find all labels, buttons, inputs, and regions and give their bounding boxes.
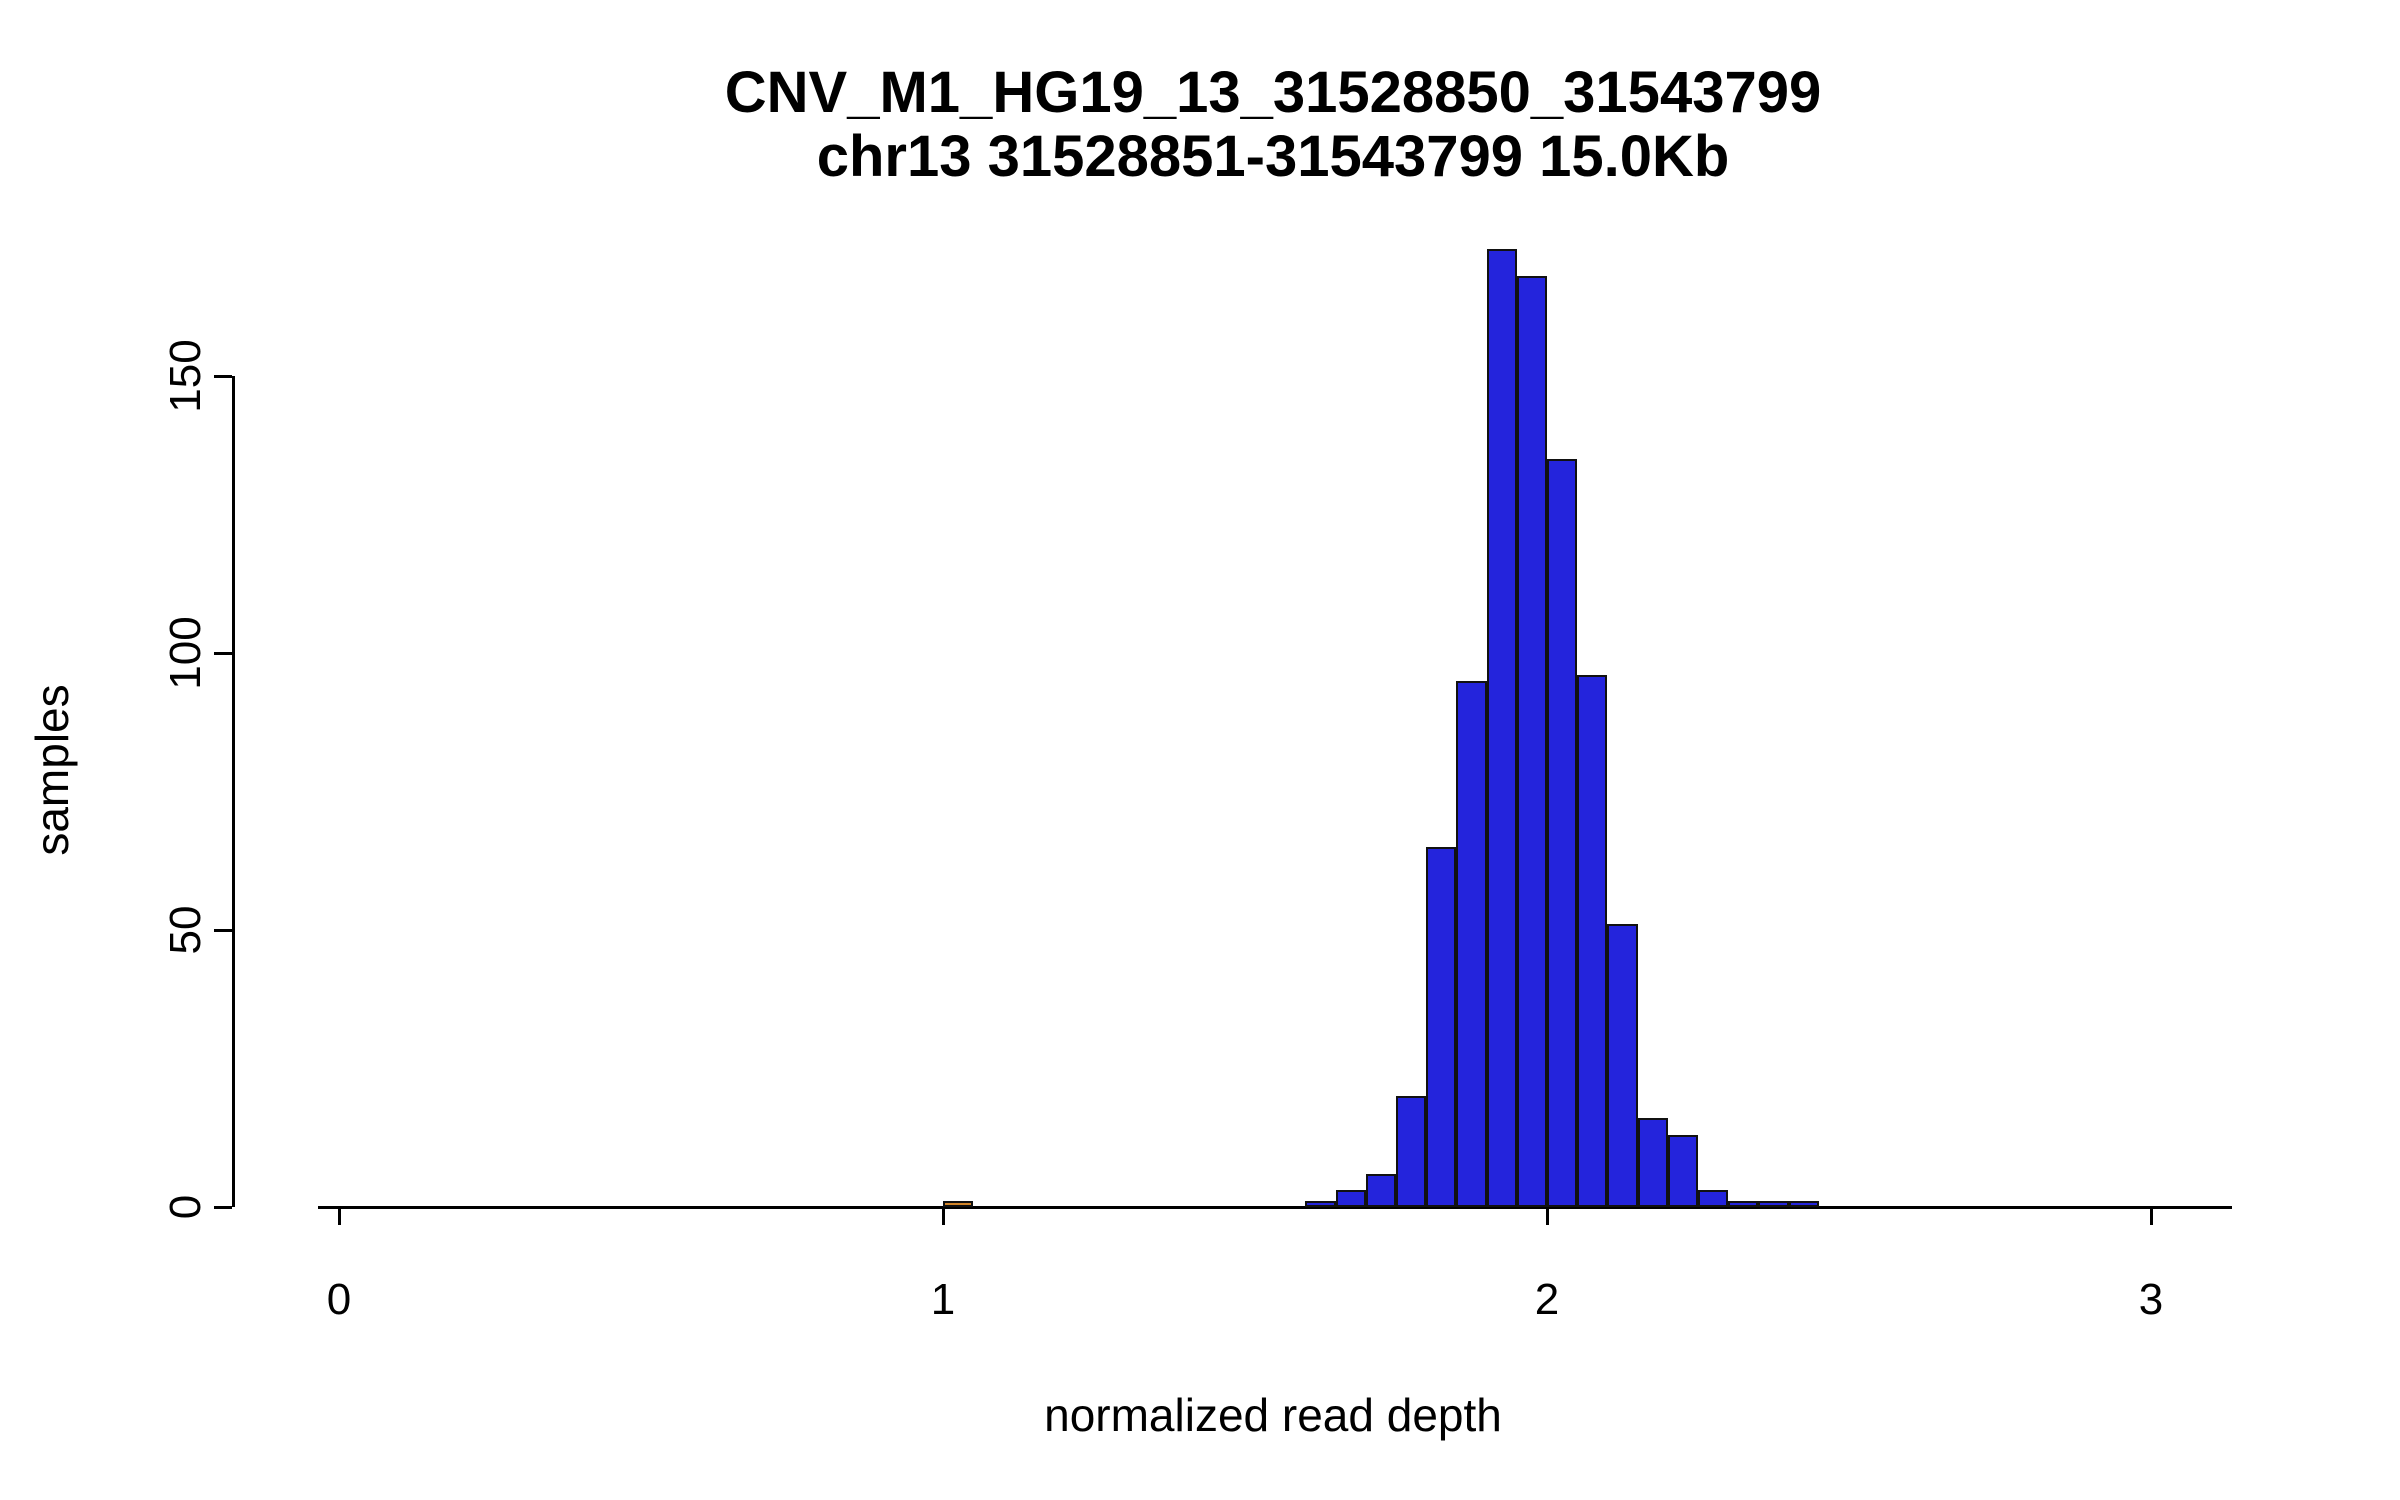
histogram-bar	[1516, 276, 1547, 1207]
x-tick-label: 3	[2138, 1275, 2164, 1324]
x-tick-label: 0	[326, 1275, 352, 1324]
histogram-bar	[1637, 1118, 1668, 1207]
histogram-bar	[1426, 846, 1457, 1207]
x-tick-label: 1	[930, 1275, 956, 1324]
histogram-bar	[1577, 675, 1608, 1207]
histogram-bar	[1305, 1201, 1336, 1207]
x-axis-label: normalized read depth	[1044, 1389, 1502, 1441]
x-axis-line	[318, 1206, 2232, 1209]
histogram-bar	[1758, 1201, 1789, 1207]
y-tick-label: 150	[161, 339, 210, 413]
y-tick-mark	[214, 374, 232, 378]
x-tick-mark	[1545, 1207, 1549, 1225]
histogram-bar	[1396, 1096, 1427, 1207]
histogram-bar	[1607, 924, 1638, 1207]
y-tick-label: 100	[161, 616, 210, 690]
y-tick-label: 0	[161, 1194, 210, 1220]
x-tick-label: 2	[1534, 1275, 1560, 1324]
histogram-bar	[1728, 1201, 1759, 1207]
x-tick-mark	[2149, 1207, 2153, 1225]
x-tick-mark	[941, 1207, 945, 1225]
histogram-bar	[1667, 1134, 1698, 1207]
histogram-bar	[1547, 459, 1578, 1207]
chart-title: CNV_M1_HG19_13_31528850_31543799	[724, 60, 1822, 125]
x-tick-mark	[337, 1207, 341, 1225]
histogram-bar	[1486, 248, 1517, 1207]
y-tick-mark	[214, 1205, 232, 1209]
y-tick-mark	[214, 928, 232, 932]
chart-subtitle: chr13 31528851-31543799 15.0Kb	[816, 124, 1730, 189]
histogram-bar	[1698, 1190, 1729, 1207]
y-tick-label: 50	[161, 905, 210, 955]
histogram-bar	[1365, 1173, 1396, 1207]
y-axis-label: samples	[26, 684, 78, 856]
histogram-bar	[1456, 680, 1487, 1207]
histogram-bar	[1335, 1190, 1366, 1207]
y-tick-mark	[214, 651, 232, 655]
histogram-bar	[1788, 1201, 1819, 1207]
histogram-bar	[943, 1201, 974, 1207]
y-axis-line	[232, 376, 235, 1207]
